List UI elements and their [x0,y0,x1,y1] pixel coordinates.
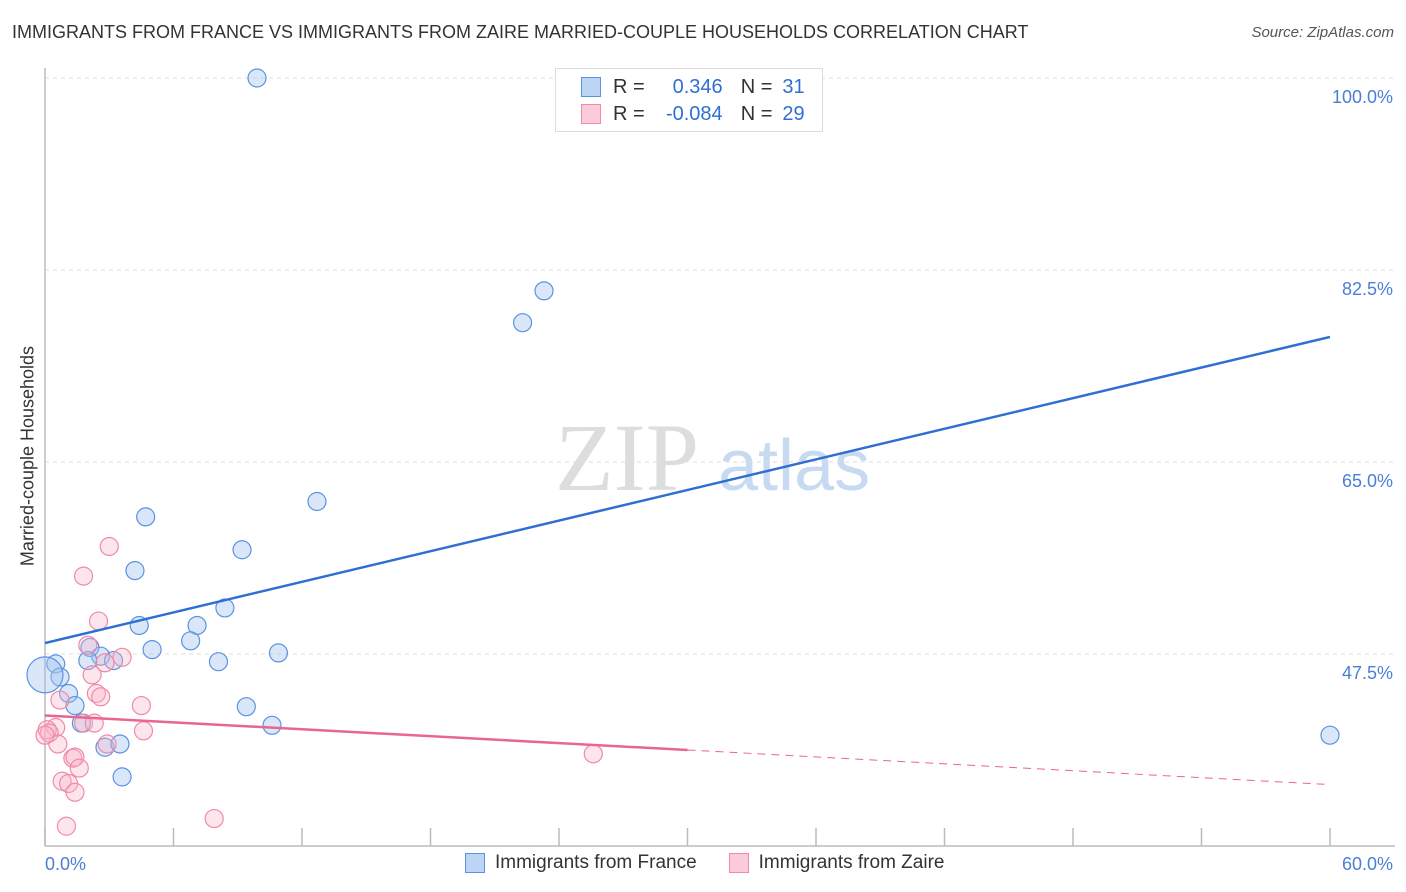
zaire-point [97,734,117,754]
zaire-point [82,665,102,685]
zaire-point [91,687,111,707]
france-point [262,715,282,735]
zaire-swatch [581,104,601,124]
france-point [1320,725,1340,745]
zaire-trend-extension [687,749,1331,786]
france-point [208,652,229,672]
zaire-point [112,647,132,667]
x-tick-label-max: 60.0% [1342,854,1393,874]
zaire-point [131,695,151,716]
zaire-swatch [728,853,749,873]
france-point [142,640,162,660]
france-point [136,507,156,527]
zaire-point [65,782,85,802]
watermark-atlas: atlas [718,426,870,506]
france-r-value: 0.346 [672,75,723,98]
france-swatch [581,77,601,97]
france-point [65,695,85,716]
france-point [512,313,533,333]
zaire-point [133,721,154,741]
zaire-point [56,816,77,836]
france-point [268,643,289,663]
zaire-point [50,690,70,710]
france-point [534,281,554,301]
zaire-point [78,635,98,655]
n-label: N = [740,75,773,98]
france-point [236,697,256,717]
zaire-point [95,653,115,673]
france-point [26,656,64,694]
y-tick-label: 65.0% [1342,471,1393,491]
france-swatch [465,853,485,873]
france-trend-line [44,335,1331,645]
france-point [95,737,115,757]
n-label: N = [740,102,773,125]
stats-legend: R = 0.346 N = 31 R = -0.084 N = 29 [555,68,823,132]
x-tick-label-min: 0.0% [45,854,86,874]
watermark-zip: ZIP [555,404,699,511]
france-n-value: 31 [782,75,805,98]
y-tick-label: 47.5% [1342,663,1393,683]
zaire-point [204,808,224,829]
zaire-r-value: -0.084 [665,102,723,125]
france-point [247,68,267,88]
chart-title: IMMIGRANTS FROM FRANCE VS IMMIGRANTS FRO… [12,22,1029,42]
legend-row-france: R = 0.346 N = 31 [581,74,805,100]
source-label: Source: ZipAtlas.com [1251,24,1394,41]
zaire-point [99,536,119,557]
zaire-point [35,725,55,745]
r-label: R = [613,75,645,98]
zaire-point [73,566,94,586]
r-label: R = [613,102,645,125]
zaire-point [65,747,85,767]
france-point [112,767,132,787]
legend-item-zaire[interactable]: Immigrants from Zaire [728,852,945,874]
y-tick-label: 82.5% [1342,279,1393,299]
zaire-point [69,758,89,778]
legend-label-zaire: Immigrants from Zaire [758,852,945,873]
y-tick-label: 100.0% [1332,87,1393,107]
zaire-point [88,611,109,631]
series-legend: Immigrants from France Immigrants from Z… [465,852,976,874]
france-point [50,667,70,687]
france-point [307,491,327,512]
france-point [232,540,252,560]
zaire-n-value: 29 [782,102,805,125]
legend-row-zaire: R = -0.084 N = 29 [581,101,805,127]
france-point [125,561,145,581]
legend-label-france: Immigrants from France [495,852,697,873]
france-point [181,631,201,651]
legend-item-france[interactable]: Immigrants from France [465,852,697,874]
zaire-trend-line [44,714,688,752]
zaire-point [583,744,603,764]
